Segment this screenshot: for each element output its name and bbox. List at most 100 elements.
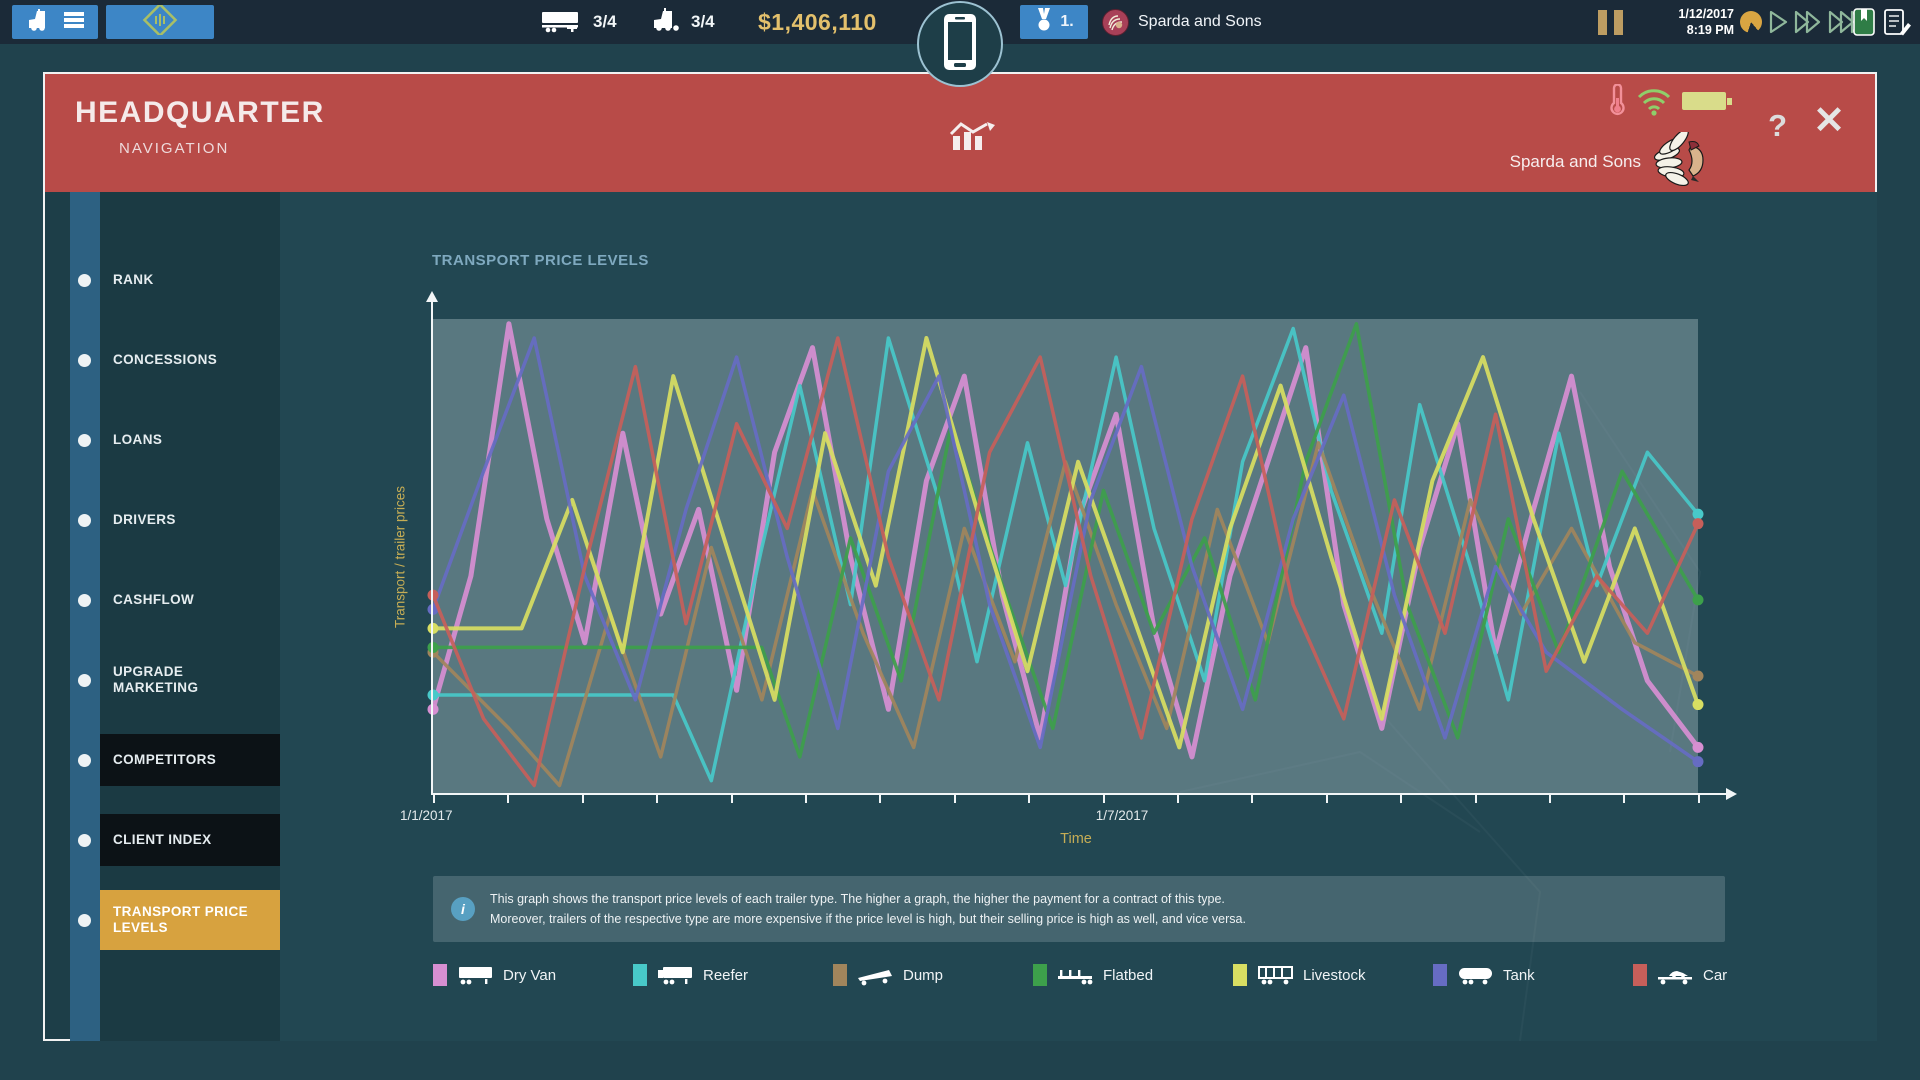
menu-icon <box>63 9 85 36</box>
x-axis-tick <box>1400 795 1403 803</box>
legend-swatch <box>833 964 847 986</box>
x-axis-tick <box>1474 795 1477 803</box>
side-panel: RANK CONCESSIONS LOANS DRIVERS CASHFLOW UPGRA… <box>100 192 280 1041</box>
legend-item-car: Car <box>1633 964 1833 986</box>
legend-swatch <box>1033 964 1047 986</box>
legend-item-reefer: Reefer <box>633 964 833 986</box>
series-endpoint-marker <box>427 603 439 615</box>
x-axis-tick <box>1028 795 1031 803</box>
x-axis-tick <box>1623 795 1626 803</box>
sidebar-item-cashflow[interactable]: CASHFLOW <box>113 591 195 607</box>
legend-item-dry-van: Dry Van <box>433 964 633 986</box>
series-endpoint-marker <box>427 622 439 634</box>
medal-icon <box>1034 7 1054 38</box>
series-endpoint-marker <box>1692 741 1704 753</box>
nav-dot <box>78 274 91 287</box>
trailers-stat: 3/4 <box>540 0 617 44</box>
sidebar-item-concessions[interactable]: CONCESSIONS <box>113 351 218 367</box>
x-axis-tick <box>805 795 807 803</box>
truck-icon <box>650 7 684 38</box>
page-title: HEADQUARTER <box>75 96 325 129</box>
series-line-tank <box>431 336 1700 764</box>
sidebar-item-competitors[interactable]: COMPETITORS <box>100 734 280 786</box>
x-axis-tick <box>1549 795 1551 803</box>
game-date: 1/12/2017 <box>1678 7 1734 21</box>
x-tick-label-mid: 1/7/2017 <box>1095 808 1149 823</box>
series-endpoint-marker <box>427 641 439 653</box>
x-axis-tick <box>1102 795 1105 803</box>
sidebar-item-upgrade-marketing[interactable]: UPGRADE MARKETING <box>113 663 199 695</box>
nav-dot <box>78 674 91 687</box>
dump-trailer-icon <box>855 964 895 986</box>
flatbed-trailer-icon <box>1055 964 1095 986</box>
legend-label: Flatbed <box>1103 966 1154 984</box>
logbook-icon[interactable] <box>1882 7 1912 42</box>
rank-badge[interactable]: 1. <box>1020 5 1088 39</box>
sidebar-item-rank[interactable]: RANK <box>113 271 154 287</box>
sidebar-item-client-index[interactable]: CLIENT INDEX <box>100 814 280 866</box>
x-axis-tick <box>730 795 733 803</box>
legend-swatch <box>1233 964 1247 986</box>
legend-label: Livestock <box>1303 966 1366 984</box>
chart-panel: TRANSPORT PRICE LEVELS Transport / trail… <box>280 192 1877 1041</box>
sidebar-item-drivers[interactable]: DRIVERS <box>113 511 176 527</box>
x-axis-tick <box>1697 795 1700 803</box>
legend-item-livestock: Livestock <box>1233 964 1433 986</box>
plot-area <box>427 319 1704 795</box>
legend-label: Tank <box>1503 966 1535 984</box>
legend-item-dump: Dump <box>833 964 1033 986</box>
nav-dot <box>78 594 91 607</box>
close-button[interactable]: ✕ <box>1813 100 1845 142</box>
nav-dot <box>78 514 91 527</box>
sidebar-item-loans[interactable]: LOANS <box>113 431 163 447</box>
nav-dot <box>78 834 91 847</box>
play-button[interactable] <box>1768 9 1790 40</box>
route-map-button[interactable] <box>106 2 214 39</box>
legend-swatch <box>633 964 647 986</box>
company-logo-avatar <box>1102 8 1129 36</box>
nav-dot <box>78 754 91 767</box>
x-axis-tick <box>1177 795 1179 803</box>
header-company-name: Sparda and Sons <box>1509 151 1641 171</box>
pause-button[interactable] <box>1598 10 1630 35</box>
sidebar-item-transport-price-levels[interactable]: TRANSPORT PRICE LEVELS <box>100 890 280 950</box>
game-datetime: 1/12/2017 8:19 PM <box>1634 7 1734 38</box>
fleet-menu-button[interactable] <box>12 5 98 39</box>
headquarter-window: HEADQUARTER NAVIGATION Sparda and Sons ?… <box>43 72 1877 1041</box>
info-icon: i <box>451 897 475 921</box>
phone-icon <box>942 13 978 76</box>
legend-label: Car <box>1703 966 1728 984</box>
headdress-logo-icon <box>1653 128 1725 191</box>
trailers-count: 3/4 <box>593 12 617 31</box>
nav-rail <box>70 192 100 1041</box>
phone-button[interactable] <box>917 1 1003 87</box>
y-axis-line <box>431 302 433 795</box>
series-endpoint-marker <box>1692 594 1704 606</box>
car-trailer-icon <box>1655 964 1695 986</box>
legend-swatch <box>433 964 447 986</box>
money-balance: $1,406,110 <box>758 8 877 35</box>
legend-label: Dry Van <box>503 966 557 984</box>
x-axis-tick <box>1251 795 1254 803</box>
x-axis-arrow-icon <box>1726 788 1737 800</box>
wifi-icon <box>1636 86 1672 121</box>
chart-title: TRANSPORT PRICE LEVELS <box>432 252 649 269</box>
series-endpoint-marker <box>1692 699 1704 711</box>
clock-icon <box>1740 11 1762 33</box>
trucks-stat: 3/4 <box>650 0 715 44</box>
bookmark-icon[interactable] <box>1852 7 1876 42</box>
help-button[interactable]: ? <box>1768 108 1787 143</box>
company-chip[interactable]: Sparda and Sons <box>1102 0 1262 44</box>
statistics-icon <box>947 120 999 159</box>
reefer-trailer-icon <box>655 964 695 986</box>
x-axis-tick <box>879 795 882 803</box>
series-endpoint-marker <box>427 589 439 601</box>
x-axis-title: Time <box>1060 831 1092 847</box>
nav-dot <box>78 434 91 447</box>
status-icons <box>1607 83 1733 123</box>
battery-icon <box>1681 88 1733 119</box>
legend-item-tank: Tank <box>1433 964 1633 986</box>
series-line-reefer <box>431 326 1700 783</box>
fast-forward-button[interactable] <box>1794 9 1824 40</box>
page-subtitle: NAVIGATION <box>119 140 230 157</box>
